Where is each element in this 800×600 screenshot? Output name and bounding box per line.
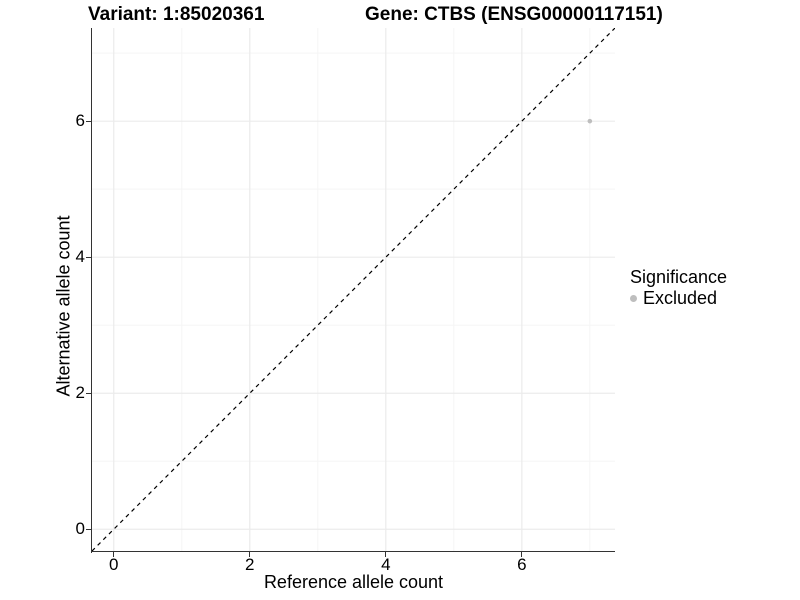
plot-canvas	[92, 28, 615, 551]
x-axis-tick	[249, 552, 251, 557]
y-axis-title: Alternative allele count	[53, 215, 74, 397]
x-axis-tick	[521, 552, 523, 557]
y-axis-tick	[86, 256, 91, 258]
gene-title: Gene: CTBS (ENSG00000117151)	[365, 4, 663, 25]
x-tick-label: 4	[381, 555, 391, 574]
x-tick-label: 0	[109, 555, 119, 574]
y-tick-label: 0	[75, 519, 85, 539]
data-point	[587, 118, 593, 124]
legend-item-excluded: Excluded	[630, 288, 727, 309]
y-axis-tick	[86, 528, 91, 530]
y-axis-tick	[86, 392, 91, 394]
x-axis-tick	[385, 552, 387, 557]
y-axis-line	[90, 28, 93, 553]
plot-panel	[92, 28, 615, 551]
legend: Significance Excluded	[630, 267, 727, 309]
x-tick-label: 2	[245, 555, 255, 574]
legend-title: Significance	[630, 267, 728, 287]
y-tick-label: 2	[75, 383, 85, 403]
variant-title: Variant: 1:85020361	[88, 4, 265, 25]
legend-item-label: Excluded	[643, 288, 718, 308]
y-tick-label: 6	[75, 111, 85, 131]
excluded-dot-icon	[630, 295, 637, 302]
x-axis-title: Reference allele count	[263, 572, 444, 592]
x-axis-line	[90, 550, 616, 553]
y-axis-tick	[86, 120, 91, 122]
identity-line	[92, 28, 615, 551]
y-tick-label: 4	[75, 247, 85, 267]
x-axis-tick	[113, 552, 115, 557]
x-tick-label: 6	[517, 555, 527, 574]
